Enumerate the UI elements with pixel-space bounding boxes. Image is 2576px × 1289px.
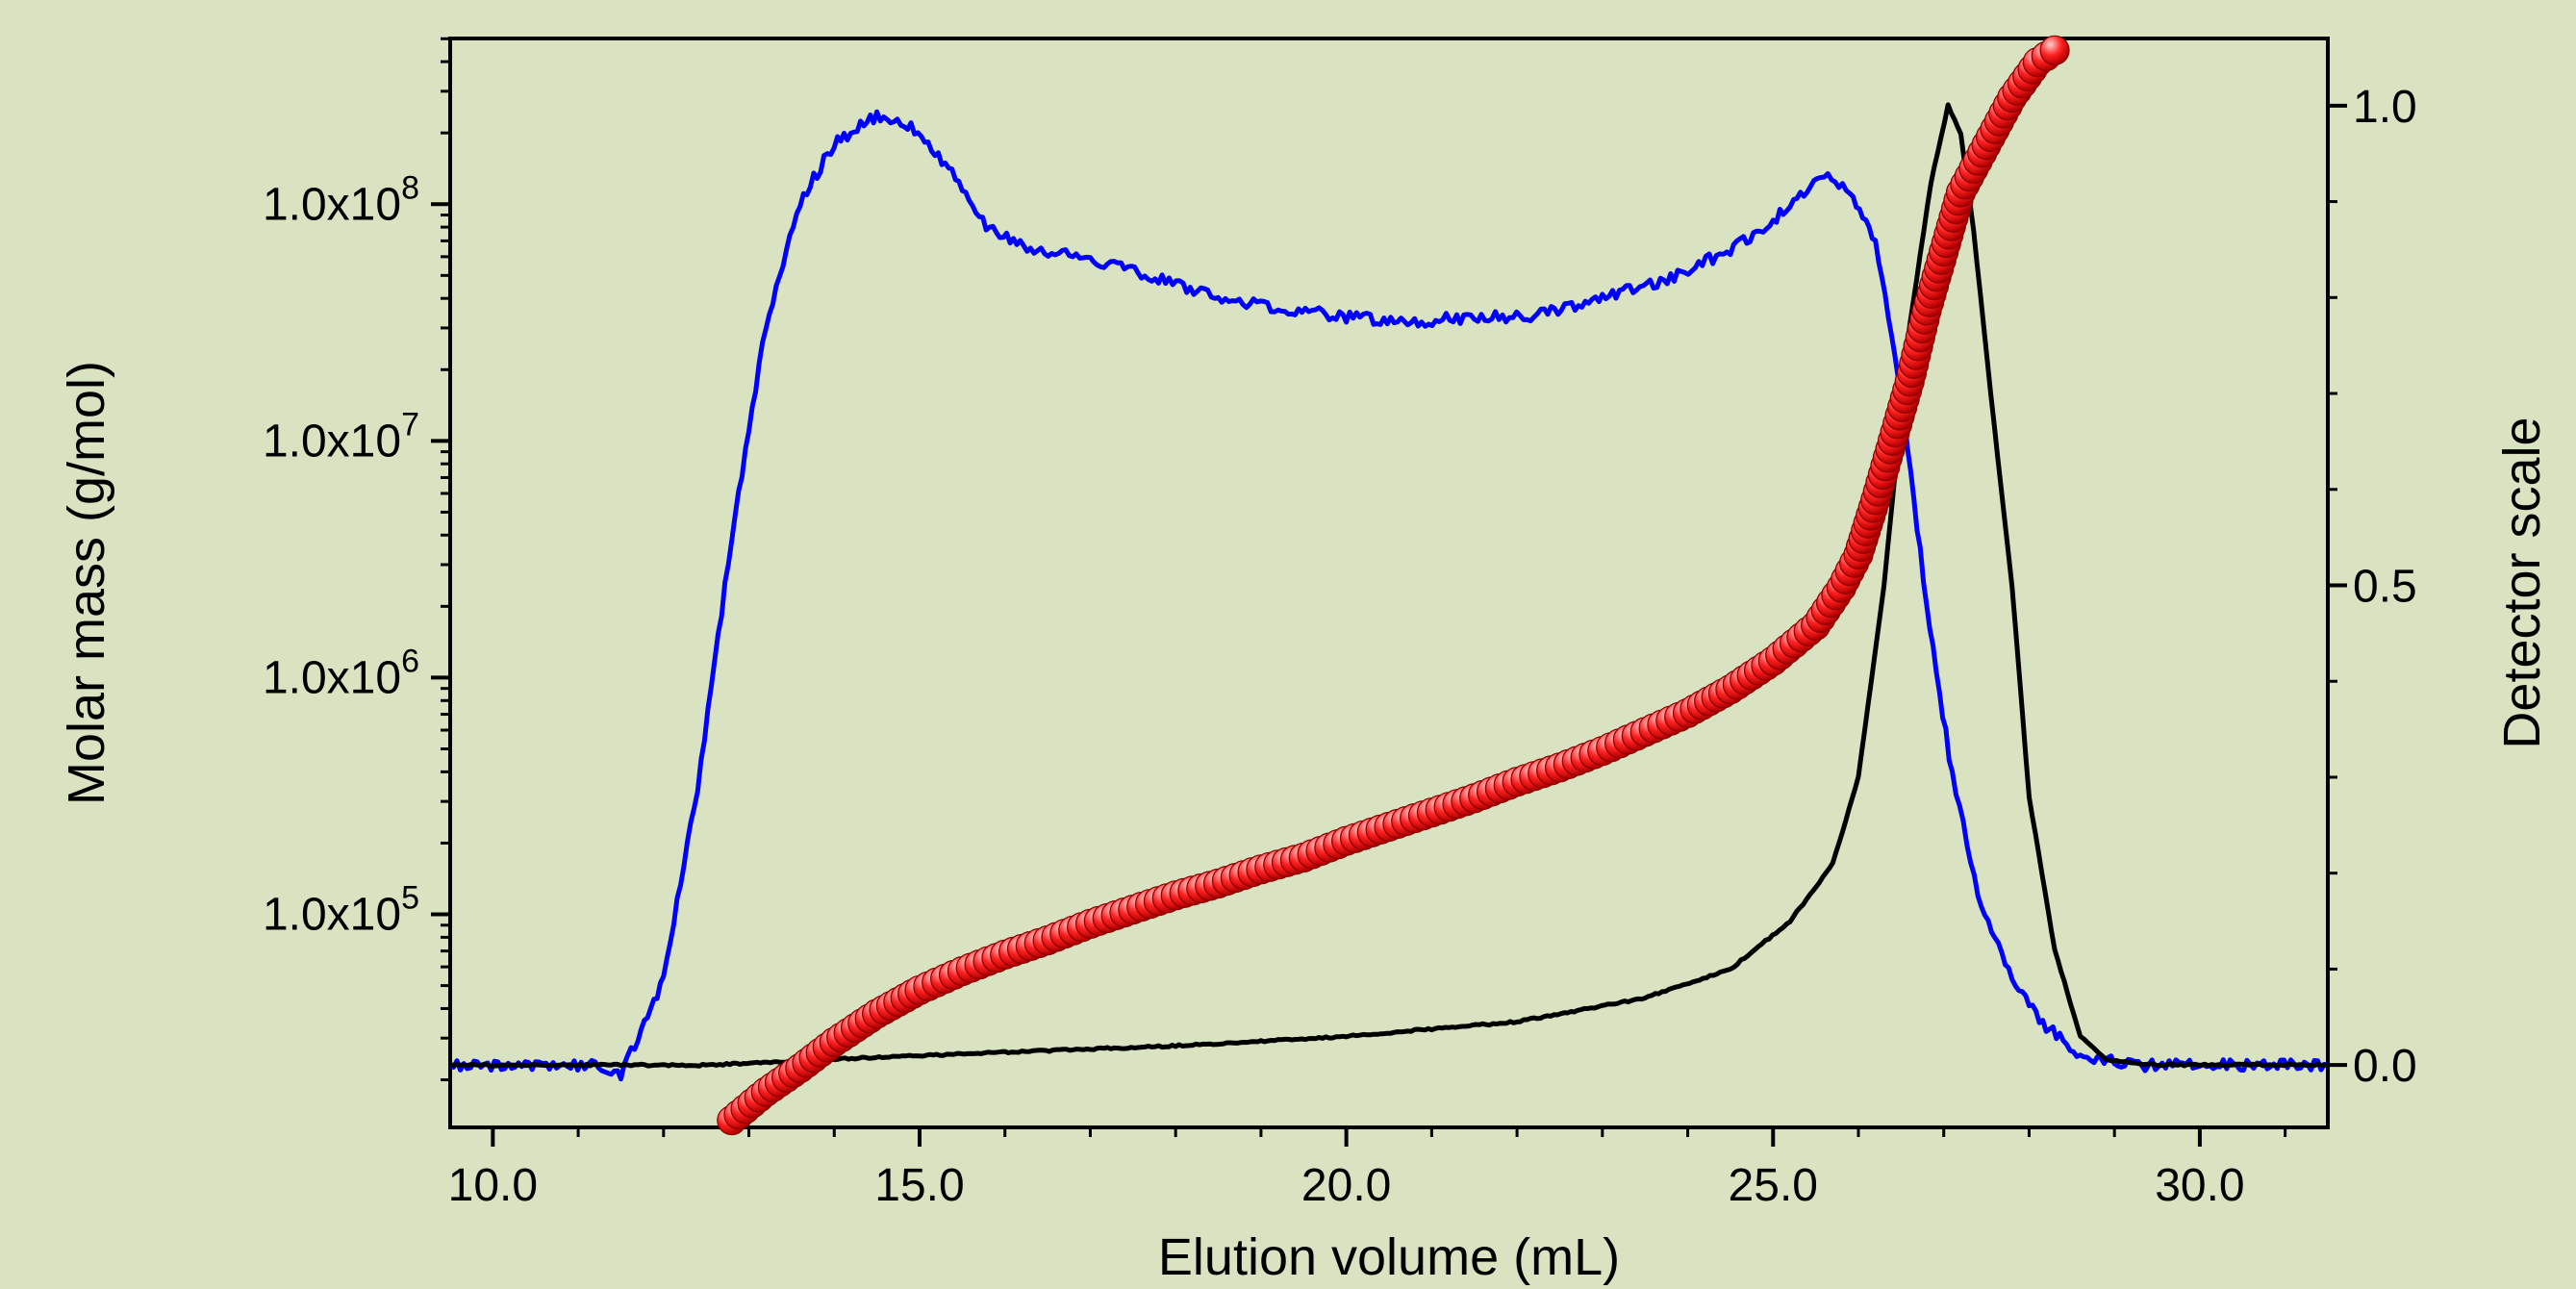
left-axis-minor-ticks bbox=[441, 37, 450, 1082]
plot-frame bbox=[448, 37, 2330, 1129]
x-tick-label: 25.0 bbox=[1729, 1160, 1818, 1211]
left-tick-label: 1.0x107 bbox=[263, 406, 419, 467]
x-tick-label: 15.0 bbox=[874, 1160, 964, 1211]
right-axis-title: Detector scale bbox=[2493, 417, 2551, 748]
right-tick-label: 0.5 bbox=[2353, 561, 2417, 612]
series-layer bbox=[449, 35, 2329, 1136]
series-line-blue bbox=[449, 109, 2329, 1082]
right-axis: 0.0 0.5 1.0 bbox=[2328, 82, 2417, 1092]
x-tick-label: 10.0 bbox=[448, 1160, 538, 1211]
right-tick-label: 1.0 bbox=[2353, 82, 2417, 133]
molar-mass-marker bbox=[2039, 35, 2070, 65]
x-axis: 10.0 15.0 20.0 25.0 30.0 bbox=[448, 1127, 2287, 1211]
left-tick-label: 1.0x108 bbox=[263, 169, 419, 230]
series-line-black bbox=[449, 102, 2329, 1069]
x-tick-label: 30.0 bbox=[2155, 1160, 2244, 1211]
x-tick-label: 20.0 bbox=[1301, 1160, 1391, 1211]
left-axis-title: Molar mass (g/mol) bbox=[58, 361, 115, 805]
left-tick-label: 1.0x105 bbox=[263, 880, 419, 941]
right-tick-label: 0.0 bbox=[2353, 1041, 2417, 1092]
left-tick-label: 1.0x106 bbox=[263, 643, 419, 703]
x-axis-title: Elution volume (mL) bbox=[1158, 1228, 1620, 1286]
left-axis: 1.0x105 1.0x106 1.0x107 1.0x108 bbox=[263, 169, 450, 941]
